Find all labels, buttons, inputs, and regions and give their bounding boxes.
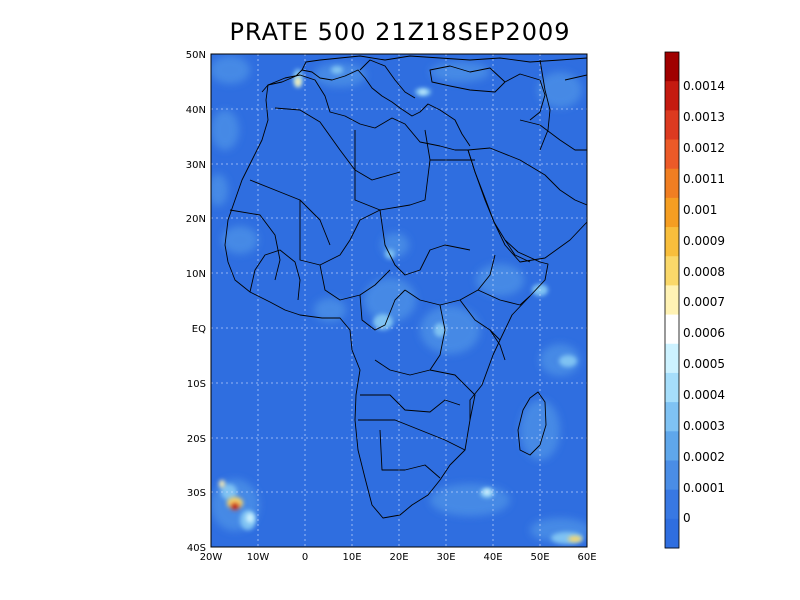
lon-tick-label: 60E (577, 552, 596, 563)
colorbar-swatch (665, 489, 679, 520)
lat-tick-label: 10S (187, 379, 206, 390)
map-title: PRATE 500 21Z18SEP2009 (229, 18, 571, 46)
colorbar-label: 0.0003 (683, 419, 725, 433)
lat-tick-label: 40N (186, 105, 206, 116)
map-frame (210, 53, 588, 548)
colorbar-swatch (665, 431, 679, 461)
arabia-coastline (467, 147, 587, 263)
latitude-labels: 50N 40N 30N 20N 10N EQ 10S 20S 30S 40S (186, 50, 206, 554)
colorbar-label: 0.0005 (683, 357, 725, 371)
colorbar (664, 51, 680, 549)
longitude-labels: 20W 10W 0 10E 20E 30E 40E 50E 60E (200, 552, 597, 563)
lat-tick-label: EQ (192, 324, 206, 335)
colorbar-swatch (665, 314, 679, 345)
colorbar-label: 0.001 (683, 203, 718, 217)
lon-tick-label: 10W (247, 552, 270, 563)
colorbar-swatch (665, 256, 679, 286)
colorbar-label: 0.0006 (683, 326, 725, 340)
colorbar-swatch (665, 285, 679, 316)
europe-coastline (261, 69, 471, 147)
colorbar-label: 0 (683, 511, 691, 525)
colorbar-label: 0.0004 (683, 388, 725, 402)
colorbar-label: 0.0002 (683, 450, 725, 464)
lon-tick-label: 30E (436, 552, 455, 563)
colorbar-label: 0.0008 (683, 265, 725, 279)
colorbar-swatch (665, 197, 679, 228)
colorbar-swatch (665, 402, 679, 432)
colorbar-swatch (665, 227, 679, 257)
lon-tick-label: 50E (530, 552, 549, 563)
lat-tick-label: 50N (186, 50, 206, 61)
colorbar-swatch (665, 372, 679, 403)
colorbar-label: 0.0009 (683, 234, 725, 248)
lon-tick-label: 20W (200, 552, 223, 563)
lat-tick-label: 20N (186, 214, 206, 225)
lon-tick-label: 10E (342, 552, 361, 563)
lat-tick-label: 30S (187, 488, 206, 499)
africa-coastline (224, 74, 549, 519)
colorbar-label: 0.0012 (683, 141, 725, 155)
colorbar-swatch (665, 518, 679, 549)
colorbar-label: 0.0013 (683, 110, 725, 124)
colorbar-frame (664, 51, 680, 549)
lon-tick-label: 0 (302, 552, 308, 563)
lat-tick-label: 10N (186, 269, 206, 280)
colorbar-label: 0.0011 (683, 172, 725, 186)
lat-tick-label: 20S (187, 434, 206, 445)
coastlines-and-borders (224, 55, 587, 519)
map-gridlines (211, 54, 587, 547)
colorbar-swatch (665, 139, 679, 170)
colorbar-swatch (665, 460, 679, 491)
lat-tick-label: 30N (186, 160, 206, 171)
colorbar-label: 0.0001 (683, 481, 725, 495)
colorbar-swatch (665, 81, 679, 111)
colorbar-swatch (665, 343, 679, 374)
colorbar-label: 0.0014 (683, 79, 725, 93)
colorbar-swatch (665, 52, 679, 82)
colorbar-label: 0.0007 (683, 295, 725, 309)
madagascar-coastline (517, 391, 547, 456)
colorbar-swatch (665, 110, 679, 141)
lat-tick-label: 40S (187, 543, 206, 554)
colorbar-swatch (665, 168, 679, 199)
lon-tick-label: 40E (483, 552, 502, 563)
lon-tick-label: 20E (389, 552, 408, 563)
